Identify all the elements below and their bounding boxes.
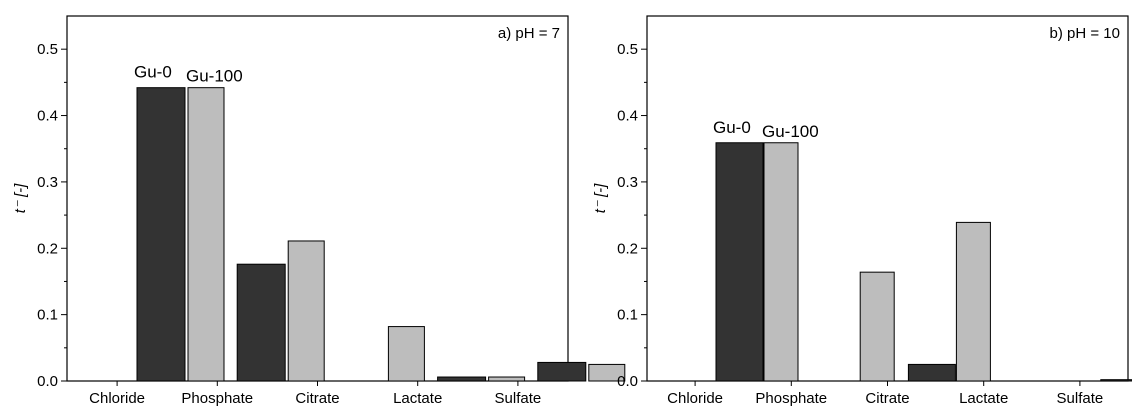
bar-gu-0-sulfate: [1100, 379, 1132, 382]
series-label-gu-0: Gu-0: [134, 63, 172, 82]
x-tick-label: Sulfate: [495, 390, 542, 407]
bar-gu-100-sulfate: [588, 363, 626, 382]
x-tick-label: Citrate: [295, 390, 339, 407]
bar-gu-0-lactate: [437, 376, 487, 382]
bar-gu-100-phosphate: [287, 240, 325, 382]
bar-gu-100-chloride: [763, 142, 799, 382]
series-label-gu-100: Gu-100: [762, 122, 819, 141]
bar-gu-100-lactate: [488, 376, 526, 382]
y-tick-label: 0.1: [617, 307, 638, 324]
bar-gu-0-citrate: [907, 363, 956, 382]
y-tick-label: 0.3: [617, 174, 638, 191]
bar-gu-0-phosphate: [236, 263, 286, 382]
y-tick-label: 0.2: [37, 240, 58, 257]
x-tick-label: Chloride: [89, 390, 145, 407]
x-tick-label: Chloride: [667, 390, 723, 407]
y-tick-label: 0.4: [37, 108, 58, 125]
x-tick-label: Lactate: [959, 390, 1008, 407]
y-tick-label: 0.5: [617, 41, 638, 58]
x-tick-label: Sulfate: [1057, 390, 1104, 407]
x-tick-label: Citrate: [865, 390, 909, 407]
y-tick-label: 0.5: [37, 41, 58, 58]
x-tick-label: Phosphate: [755, 390, 827, 407]
panel-label: b) pH = 10: [1050, 25, 1120, 42]
y-axis-label: t⁻ [-]: [592, 183, 609, 213]
bar-gu-100-phosphate: [859, 271, 895, 382]
x-tick-label: Phosphate: [181, 390, 253, 407]
bar-gu-100-citrate: [387, 326, 425, 382]
bar-gu-100-chloride: [187, 87, 225, 382]
series-label-gu-0: Gu-0: [713, 118, 751, 137]
y-axis-label: t⁻ [-]: [12, 183, 29, 213]
bar-gu-0-chloride: [136, 87, 186, 382]
series-label-gu-100: Gu-100: [186, 67, 243, 86]
x-tick-label: Lactate: [393, 390, 442, 407]
y-tick-label: 0.0: [37, 373, 58, 390]
y-tick-label: 0.3: [37, 174, 58, 191]
bar-gu-0-sulfate: [537, 361, 587, 382]
y-tick-label: 0.1: [37, 307, 58, 324]
bar-gu-100-citrate: [955, 221, 991, 382]
y-tick-label: 0.2: [617, 240, 638, 257]
y-tick-label: 0.4: [617, 108, 638, 125]
panel-label: a) pH = 7: [498, 25, 560, 42]
y-tick-label: 0.0: [617, 373, 638, 390]
bar-gu-0-chloride: [715, 142, 764, 382]
